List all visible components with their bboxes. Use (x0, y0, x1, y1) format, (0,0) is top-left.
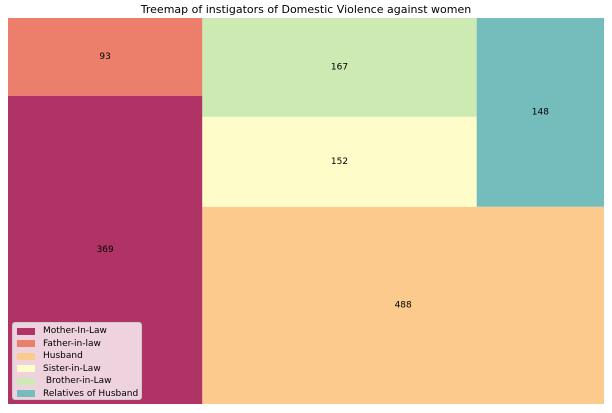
legend-swatch-husband (17, 352, 35, 360)
legend-swatch-sister-in-law (17, 365, 35, 373)
tile-value-label-sister-in-law: 152 (331, 157, 348, 167)
treemap-tile-father-in-law (8, 18, 203, 96)
legend-item-mother-in-law: Mother-In-Law (17, 325, 137, 338)
legend-swatch-mother-in-law (17, 327, 35, 335)
tile-value-label-brother-in-law: 167 (331, 62, 348, 72)
treemap-tile-husband (202, 206, 604, 404)
legend-label-brother-in-law: Brother-in-Law (43, 376, 112, 387)
legend-item-relatives-of-husband: Relatives of Husband (17, 388, 139, 401)
legend-label-sister-in-law: Sister-in-Law (43, 363, 101, 374)
treemap-tile-relatives-of-husband (476, 18, 604, 207)
legend-swatch-relatives-of-husband (17, 390, 35, 398)
treemap-tile-brother-in-law (202, 18, 477, 117)
tile-value-label-husband: 488 (395, 300, 412, 310)
legend-swatch-brother-in-law (17, 377, 35, 385)
tile-value-label-mother-in-law: 369 (97, 245, 114, 255)
legend-item-husband: Husband (17, 350, 137, 363)
legend-label-relatives-of-husband: Relatives of Husband (43, 388, 139, 399)
legend-item-brother-in-law: Brother-in-Law (17, 375, 137, 388)
legend-label-father-in-law: Father-in-law (43, 338, 101, 349)
legend: Mother-In-Law Father-in-law Husband Sister-… (12, 322, 142, 400)
legend-item-father-in-law: Father-in-law (17, 338, 137, 351)
legend-label-husband: Husband (43, 351, 83, 362)
chart-title: Treemap of instigators of Domestic Viole… (140, 3, 472, 16)
tile-value-label-father-in-law: 93 (99, 52, 110, 62)
tile-value-label-relatives-of-husband: 148 (532, 107, 549, 117)
treemap-tile-sister-in-law (202, 116, 477, 207)
legend-label-mother-in-law: Mother-In-Law (43, 326, 107, 337)
legend-item-sister-in-law: Sister-in-Law (17, 363, 137, 376)
legend-swatch-father-in-law (17, 340, 35, 348)
